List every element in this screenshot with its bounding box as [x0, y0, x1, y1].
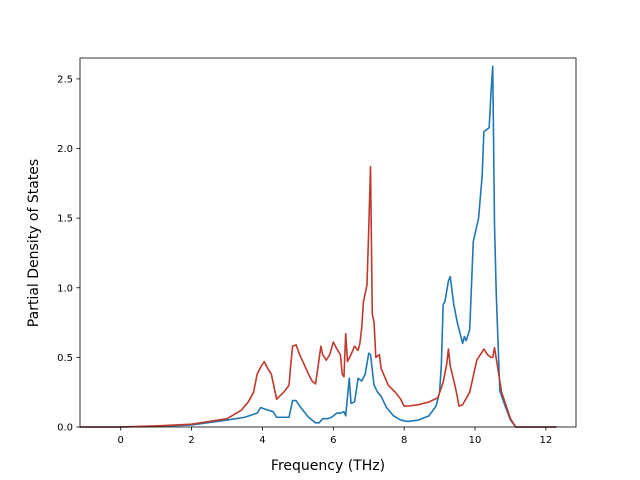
x-tick-label: 4 — [259, 435, 265, 446]
y-tick-label: 0.5 — [57, 353, 73, 364]
x-tick-label: 6 — [330, 435, 336, 446]
series-line-2 — [80, 165, 557, 428]
x-tick-label: 0 — [118, 435, 124, 446]
x-tick-label: 8 — [401, 435, 407, 446]
y-tick-label: 2.5 — [57, 74, 73, 85]
x-tick-label: 12 — [540, 435, 553, 446]
plot-area — [79, 57, 577, 428]
y-tick-label: 1.5 — [57, 214, 73, 225]
x-axis-ticks: 0 2 4 6 8 10 12 — [118, 427, 553, 446]
axes-frame — [79, 57, 577, 428]
y-tick-label: 1.0 — [57, 283, 73, 294]
y-axis-ticks: 0.0 0.5 1.0 1.5 2.0 2.5 — [57, 74, 80, 434]
series-line-1 — [80, 65, 557, 428]
x-tick-label: 2 — [188, 435, 194, 446]
y-axis-label: Partial Density of States — [26, 159, 42, 327]
y-tick-label: 0.0 — [57, 423, 73, 434]
y-tick-label: 2.0 — [57, 144, 73, 155]
x-tick-label: 10 — [469, 435, 482, 446]
x-axis-label: Frequency (THz) — [271, 458, 385, 474]
